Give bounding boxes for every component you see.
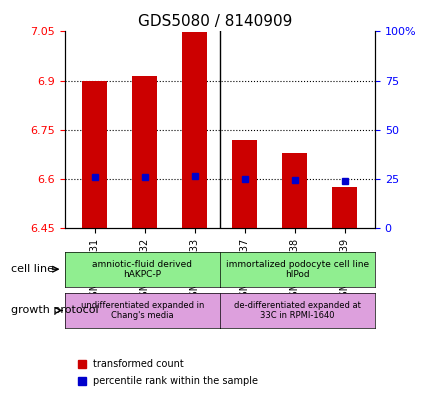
Bar bbox=[182, 32, 207, 228]
Text: de-differentiated expanded at
33C in RPMI-1640: de-differentiated expanded at 33C in RPM… bbox=[233, 301, 360, 320]
Text: immortalized podocyte cell line
hIPod: immortalized podocyte cell line hIPod bbox=[225, 259, 368, 279]
Text: percentile rank within the sample: percentile rank within the sample bbox=[92, 376, 257, 386]
Text: GDS5080 / 8140909: GDS5080 / 8140909 bbox=[138, 14, 292, 29]
Bar bbox=[332, 187, 356, 228]
Bar bbox=[232, 140, 257, 228]
Bar bbox=[132, 75, 157, 228]
Bar bbox=[82, 81, 107, 228]
Text: transformed count: transformed count bbox=[92, 358, 183, 369]
Text: growth protocol: growth protocol bbox=[11, 305, 98, 316]
Text: cell line: cell line bbox=[11, 264, 54, 274]
Text: undifferentiated expanded in
Chang's media: undifferentiated expanded in Chang's med… bbox=[80, 301, 203, 320]
Bar bbox=[282, 152, 307, 228]
Text: amniotic-fluid derived
hAKPC-P: amniotic-fluid derived hAKPC-P bbox=[92, 259, 192, 279]
